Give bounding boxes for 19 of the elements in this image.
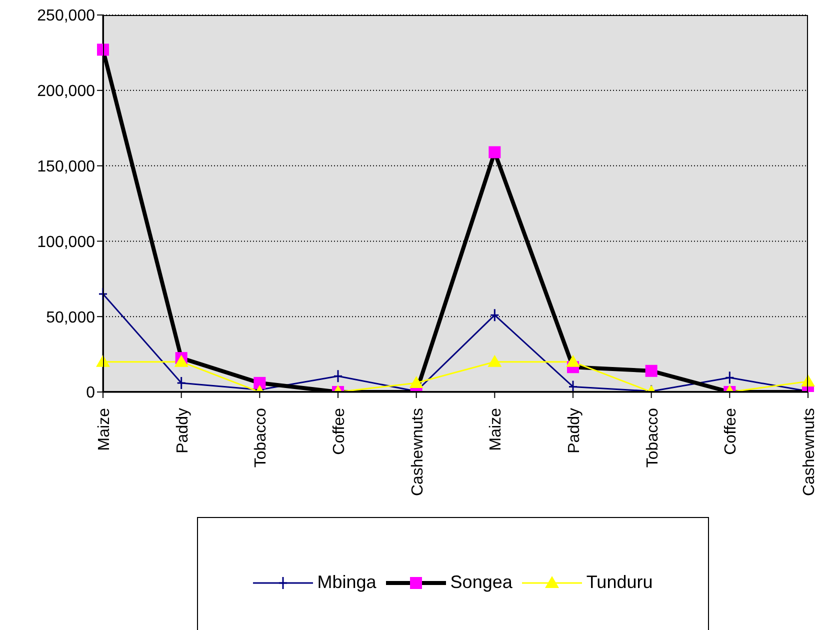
legend-label: Songea — [450, 572, 512, 593]
x-tick-label: Maize — [488, 408, 505, 451]
x-tick-label: Paddy — [566, 408, 583, 454]
x-tick-label: Tobacco — [252, 408, 270, 468]
x-tick-label: Maize — [96, 408, 113, 451]
y-tick-label: 200,000 — [37, 83, 96, 100]
x-tick-label: Cashewnuts — [409, 408, 426, 496]
legend-label: Tunduru — [586, 572, 653, 593]
x-tick-label: Paddy — [174, 408, 192, 454]
y-tick-label: 0 — [86, 384, 96, 402]
x-tick-label: Cashewnuts — [801, 408, 818, 496]
y-tick-label: 150,000 — [37, 158, 96, 176]
y-tick-label: 100,000 — [37, 234, 96, 251]
x-tick-label: Coffee — [722, 408, 740, 455]
x-tick-label: Tobacco — [644, 408, 662, 468]
legend-label: Mbinga — [317, 572, 376, 593]
x-tick-label: Coffee — [331, 408, 348, 455]
y-tick-label: 250,000 — [37, 8, 96, 25]
y-tick-label: 50,000 — [46, 309, 96, 326]
